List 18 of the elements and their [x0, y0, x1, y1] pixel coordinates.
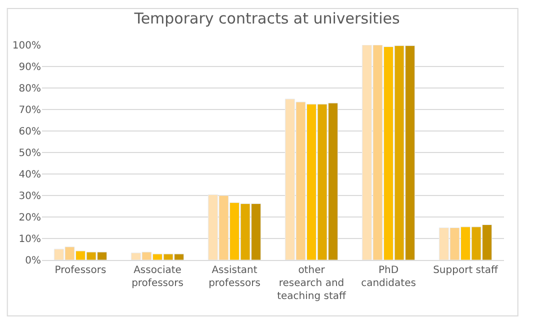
- y-tick-label: 80%: [18, 84, 41, 94]
- x-tick-label: Associate professors: [132, 265, 184, 289]
- x-tick-label: Assistant professors: [208, 265, 260, 289]
- y-tick-label: 10%: [18, 234, 41, 245]
- x-tick-label: Professors: [54, 265, 106, 276]
- y-tick-label: 90%: [18, 62, 41, 73]
- y-tick-label: 30%: [18, 191, 41, 202]
- chart-title: Temporary contracts at universities: [133, 10, 400, 28]
- x-tick-label: PhD candidates: [361, 265, 416, 289]
- y-tick-label: 100%: [12, 40, 41, 52]
- y-tick-label: 0%: [25, 256, 41, 266]
- y-tick-label: 60%: [18, 126, 41, 138]
- x-tick-label: other research and teaching staff: [277, 265, 348, 302]
- x-tick-label: Support staff: [433, 265, 500, 276]
- y-tick-label: 50%: [18, 148, 41, 159]
- y-tick-label: 40%: [18, 170, 41, 180]
- y-tick-label: 20%: [18, 212, 41, 224]
- y-tick-label: 70%: [18, 105, 41, 116]
